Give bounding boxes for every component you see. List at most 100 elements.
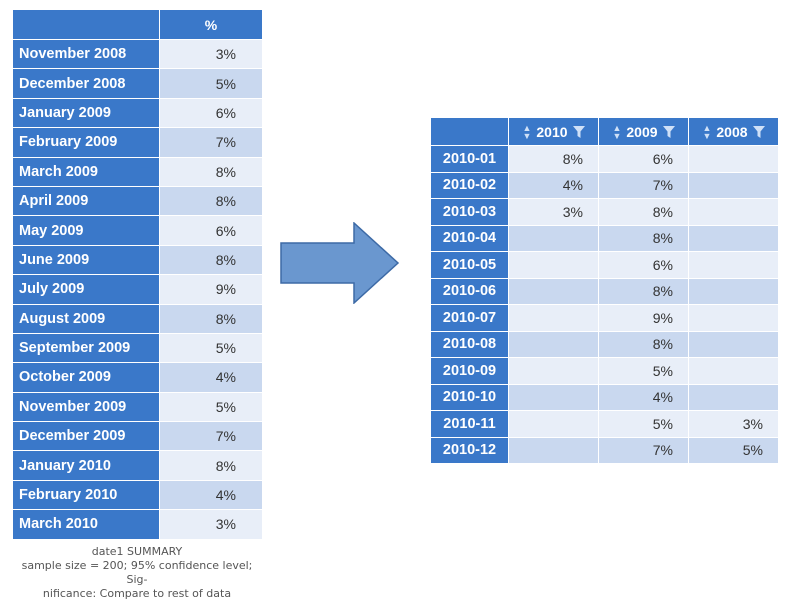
- row-label: 2010-08: [430, 330, 509, 358]
- cell-2008: [688, 357, 779, 385]
- column-header-2008[interactable]: ▲ ▼ 2008: [688, 117, 779, 146]
- cell-2008: 3%: [688, 410, 779, 438]
- sort-updown-icon[interactable]: ▲ ▼: [612, 122, 622, 141]
- table-row: August 2009 8%: [12, 303, 263, 334]
- header-corner-cell: [12, 9, 160, 40]
- row-label: 2010-12: [430, 436, 509, 464]
- cell-2008: [688, 277, 779, 305]
- row-value: 5%: [159, 391, 263, 423]
- row-label: March 2010: [12, 509, 160, 540]
- row-label: 2010-10: [430, 383, 509, 411]
- caption-details-1: sample size = 200; 95% confidence level;…: [21, 559, 253, 586]
- sort-updown-icon[interactable]: ▲ ▼: [522, 122, 532, 141]
- row-value: 4%: [159, 479, 263, 511]
- row-label: January 2009: [12, 97, 160, 129]
- row-value: 8%: [159, 156, 263, 187]
- row-label: 2010-11: [430, 410, 509, 438]
- table-row: January 2009 6%: [12, 97, 263, 129]
- cell-2010: [508, 436, 599, 464]
- table-row: December 2009 7%: [12, 421, 263, 452]
- row-label: 2010-03: [430, 198, 509, 226]
- row-label: January 2010: [12, 450, 160, 481]
- cell-2009: 5%: [598, 357, 689, 385]
- pivot-table: ▲ ▼ 2010 ▲ ▼ 2009 ▲ ▼ 2008 201: [430, 117, 779, 464]
- row-label: May 2009: [12, 215, 160, 246]
- row-label: 2010-01: [430, 145, 509, 173]
- cell-2008: [688, 330, 779, 358]
- cell-2010: 3%: [508, 198, 599, 226]
- cell-2009: 8%: [598, 224, 689, 252]
- table-row: October 2009 4%: [12, 362, 263, 393]
- sort-updown-icon[interactable]: ▲ ▼: [702, 122, 712, 141]
- table-row: July 2009 9%: [12, 274, 263, 305]
- filter-funnel-icon[interactable]: [662, 125, 675, 138]
- cell-2009: 5%: [598, 410, 689, 438]
- row-value: 3%: [159, 509, 263, 540]
- row-label: August 2009: [12, 303, 160, 334]
- table-row: May 2009 6%: [12, 215, 263, 246]
- row-label: 2010-05: [430, 251, 509, 279]
- table-row: November 2009 5%: [12, 391, 263, 423]
- row-label: October 2009: [12, 362, 160, 393]
- cell-2008: [688, 171, 779, 199]
- table-row: 2010-09 5%: [430, 357, 779, 385]
- row-label: 2010-09: [430, 357, 509, 385]
- row-value: 7%: [159, 421, 263, 452]
- table-row: 2010-05 6%: [430, 251, 779, 279]
- table-row: 2010-08 8%: [430, 330, 779, 358]
- caption-details-2: nificance: Compare to rest of data: [42, 587, 232, 600]
- pivot-header-row: ▲ ▼ 2010 ▲ ▼ 2009 ▲ ▼ 2008: [430, 117, 779, 146]
- cell-2009: 7%: [598, 171, 689, 199]
- column-header-label: 2008: [716, 123, 748, 140]
- row-label: February 2009: [12, 127, 160, 158]
- column-header-2009[interactable]: ▲ ▼ 2009: [598, 117, 689, 146]
- row-value: 9%: [159, 274, 263, 305]
- row-label: 2010-07: [430, 304, 509, 332]
- row-value: 8%: [159, 450, 263, 481]
- table-row: February 2010 4%: [12, 479, 263, 511]
- pivot-header-corner: [430, 117, 509, 146]
- table-row: February 2009 7%: [12, 127, 263, 158]
- cell-2009: 8%: [598, 330, 689, 358]
- row-label: 2010-02: [430, 171, 509, 199]
- table-row: March 2010 3%: [12, 509, 263, 540]
- table-row: 2010-10 4%: [430, 383, 779, 411]
- row-label: December 2009: [12, 421, 160, 452]
- row-label: September 2009: [12, 332, 160, 364]
- table-row: 2010-11 5% 3%: [430, 410, 779, 438]
- cell-2010: [508, 251, 599, 279]
- filter-funnel-icon[interactable]: [752, 125, 765, 138]
- filter-funnel-icon[interactable]: [572, 125, 585, 138]
- percent-column-header[interactable]: %: [159, 9, 263, 40]
- row-label: June 2009: [12, 244, 160, 276]
- cell-2008: [688, 198, 779, 226]
- table-row: 2010-01 8% 6%: [430, 145, 779, 173]
- right-arrow-icon: [280, 222, 400, 304]
- cell-2009: 8%: [598, 277, 689, 305]
- table-row: November 2008 3%: [12, 38, 263, 70]
- table-row: 2010-02 4% 7%: [430, 171, 779, 199]
- column-header-2010[interactable]: ▲ ▼ 2010: [508, 117, 599, 146]
- cell-2010: [508, 330, 599, 358]
- row-label: 2010-04: [430, 224, 509, 252]
- row-label: March 2009: [12, 156, 160, 187]
- cell-2008: [688, 145, 779, 173]
- table-row: 2010-07 9%: [430, 304, 779, 332]
- row-label: 2010-06: [430, 277, 509, 305]
- row-value: 6%: [159, 215, 263, 246]
- cell-2009: 6%: [598, 251, 689, 279]
- table-row: 2010-04 8%: [430, 224, 779, 252]
- table-row: June 2009 8%: [12, 244, 263, 276]
- date-summary-table: % November 2008 3% December 2008 5% January …: [12, 9, 263, 540]
- row-label: April 2009: [12, 185, 160, 217]
- cell-2010: [508, 277, 599, 305]
- cell-2010: [508, 357, 599, 385]
- row-label: February 2010: [12, 479, 160, 511]
- table-caption: date1 SUMMARY sample size = 200; 95% con…: [12, 545, 262, 601]
- row-value: 4%: [159, 362, 263, 393]
- cell-2010: [508, 224, 599, 252]
- row-label: November 2008: [12, 38, 160, 70]
- column-header-label: 2009: [626, 123, 658, 140]
- row-value: 8%: [159, 185, 263, 217]
- row-value: 5%: [159, 332, 263, 364]
